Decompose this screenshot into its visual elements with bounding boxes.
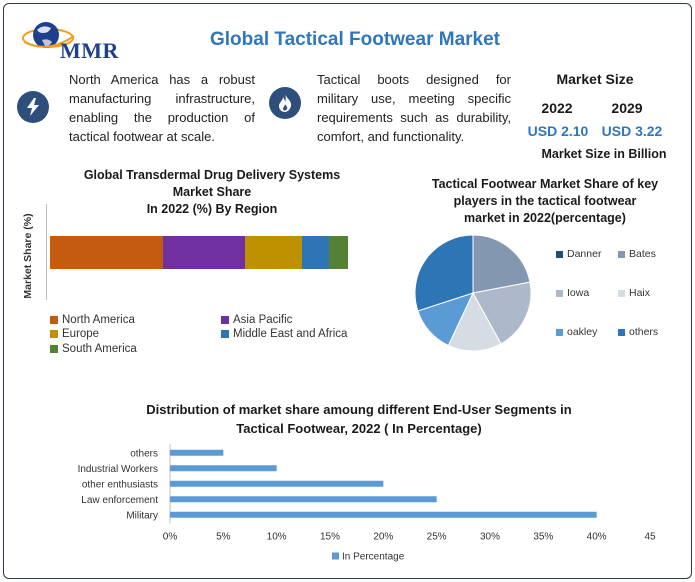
players-chart-title: Tactical Footwear Market Share of key pl… <box>410 176 680 227</box>
region-chart-title-line-3: In 2022 (%) By Region <box>146 202 278 216</box>
pie-slice-bates <box>472 234 531 294</box>
segments-x-tick: 0% <box>163 532 178 543</box>
segments-legend-label: In Percentage <box>342 552 405 563</box>
segments-x-tick: 20% <box>373 532 393 543</box>
segments-x-tick: 15% <box>320 532 340 543</box>
segments-x-tick: 10% <box>267 532 287 543</box>
pie-legend-item-iowa: Iowa <box>556 287 589 299</box>
legend-swatch <box>556 328 563 336</box>
legend-swatch <box>50 316 58 324</box>
segments-category-label-military: Military <box>126 510 158 521</box>
legend-swatch <box>221 330 229 338</box>
segments-category-label-industrial-workers: Industrial Workers <box>78 464 158 475</box>
pie-legend-item-danner: Danner <box>556 248 601 260</box>
region-chart-ylabel: Market Share (%) <box>22 213 34 299</box>
legend-label: Haix <box>629 287 651 299</box>
legend-label: Europe <box>62 328 100 340</box>
market-size-value-2022: USD 2.10 <box>527 123 589 139</box>
segments-x-tick: 40% <box>587 532 607 543</box>
segments-x-tick: 30% <box>480 532 500 543</box>
segments-chart-title-line-2: Tactical Footwear, 2022 ( In Percentage) <box>236 421 482 436</box>
segments-x-tick: 25% <box>427 532 447 543</box>
region-bar-segment-north-america <box>50 236 164 269</box>
legend-label: Danner <box>567 248 602 260</box>
legend-label: Middle East and Africa <box>233 328 348 340</box>
segments-bar-law-enforcement <box>170 496 437 503</box>
legend-swatch <box>50 330 58 338</box>
legend-swatch <box>618 328 625 336</box>
fact-north-america: North America has a robust manufacturing… <box>69 72 255 144</box>
pie-legend-item-oakley: oakley <box>556 326 597 338</box>
segments-chart-title: Distribution of market share amoung diff… <box>96 400 622 438</box>
flame-icon <box>269 87 301 119</box>
players-pie-chart <box>414 234 532 352</box>
region-chart-legend: North America Asia Pacific Europe Middle Ea… <box>50 314 370 360</box>
region-chart-axis <box>46 204 47 300</box>
players-chart-title-line-1: Tactical Footwear Market Share of key <box>431 177 659 191</box>
region-legend-item-south-america: South America <box>50 343 137 355</box>
segments-chart-title-line-1: Distribution of market share amoung diff… <box>146 402 572 417</box>
segments-category-label-others: others <box>130 448 158 459</box>
legend-swatch <box>221 316 229 324</box>
region-stacked-bar <box>50 236 350 269</box>
segments-x-tick: 5% <box>216 532 231 543</box>
legend-swatch <box>556 289 563 297</box>
legend-label: North America <box>62 314 135 326</box>
segments-bar-chart: others Industrial Workers other enthusiast… <box>78 444 656 563</box>
region-chart-title: Global Transdermal Drug Delivery Systems… <box>62 167 362 218</box>
market-size-unit: Market Size in Billion <box>541 147 667 161</box>
region-bar-segment-middle-east-and-africa <box>301 236 329 269</box>
segments-bar-military <box>170 511 597 518</box>
logo-text: MMR <box>60 38 119 63</box>
legend-label: Asia Pacific <box>233 314 293 326</box>
players-chart-title-line-3: market in 2022(percentage) <box>464 211 626 225</box>
region-bar-segment-south-america <box>328 236 348 269</box>
market-size-heading: Market Size <box>556 71 634 87</box>
region-chart-title-line-2: Market Share <box>172 185 252 199</box>
legend-label: oakley <box>567 326 598 338</box>
players-chart-legend: Danner Bates Iowa Haix oakley others <box>556 248 686 348</box>
region-chart-title-line-1: Global Transdermal Drug Delivery Systems <box>83 168 341 182</box>
segments-category-label-other-enthusiasts: other enthusiasts <box>82 479 158 490</box>
pie-legend-item-haix: Haix <box>618 287 650 299</box>
fact-military-boots: Tactical boots designed for military use… <box>317 72 511 144</box>
legend-swatch <box>556 250 563 258</box>
region-legend-item-middle-east-and-africa: Middle East and Africa <box>221 328 347 340</box>
pie-legend-item-bates: Bates <box>618 248 656 260</box>
legend-swatch <box>618 250 625 258</box>
pie-slice-haix <box>447 291 502 352</box>
legend-label: others <box>629 326 659 338</box>
pie-legend-item-others: others <box>618 326 658 338</box>
market-size-year-2022: 2022 <box>541 100 573 116</box>
segments-x-tick: 45 <box>644 532 656 543</box>
pie-slice-iowa <box>472 281 532 345</box>
segments-bar-industrial-workers <box>170 465 277 472</box>
segments-category-label-law-enforcement: Law enforcement <box>81 495 158 506</box>
market-size-value-2029: USD 3.22 <box>601 123 663 139</box>
region-legend-item-asia-pacific: Asia Pacific <box>221 314 292 326</box>
region-legend-item-north-america: North America <box>50 314 135 326</box>
legend-label: South America <box>62 343 137 355</box>
players-chart-title-line-2: players in the tactical footwear <box>453 194 637 208</box>
page-title: Global Tactical Footwear Market <box>209 29 500 50</box>
segments-bar-other-enthusiasts <box>170 480 384 487</box>
segments-legend-swatch <box>332 552 339 560</box>
segments-bar-others <box>170 449 224 456</box>
region-bar-segment-europe <box>245 236 302 269</box>
globe-logo-icon <box>22 22 75 48</box>
legend-label: Bates <box>629 248 656 260</box>
legend-label: Iowa <box>567 287 590 299</box>
pie-slice-others <box>414 234 474 312</box>
region-legend-item-europe: Europe <box>50 328 99 340</box>
market-size-year-2029: 2029 <box>611 100 643 116</box>
region-bar-segment-asia-pacific <box>163 236 246 269</box>
segments-x-tick: 35% <box>533 532 553 543</box>
legend-swatch <box>618 289 625 297</box>
lightning-icon <box>17 91 49 123</box>
legend-swatch <box>50 345 58 353</box>
